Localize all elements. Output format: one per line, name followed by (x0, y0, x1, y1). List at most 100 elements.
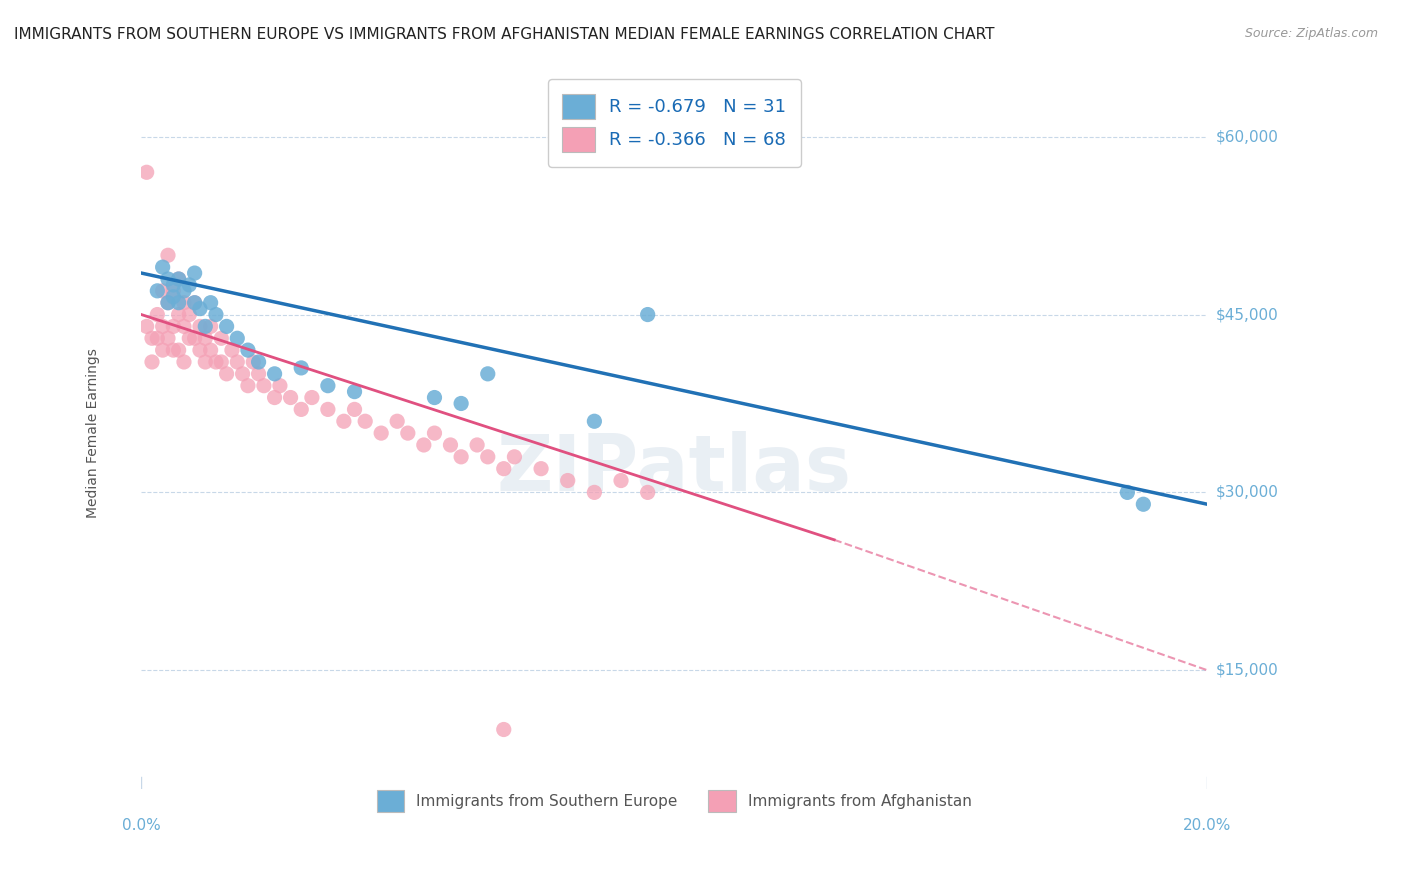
Point (385, 414, 408, 428)
Point (183, 295, 205, 310)
Point (146, 284, 169, 298)
Point (610, 474, 633, 488)
Point (450, 396, 472, 410)
Point (215, 319, 238, 334)
Point (209, 331, 232, 345)
Point (156, 295, 179, 310)
Point (162, 277, 184, 292)
Point (173, 355, 195, 369)
Point (173, 295, 195, 310)
Point (194, 319, 217, 334)
Point (205, 308, 228, 322)
Point (141, 331, 163, 345)
Point (183, 331, 205, 345)
Point (221, 343, 243, 358)
Point (450, 450, 472, 464)
Text: $15,000: $15,000 (1216, 663, 1278, 678)
Point (247, 367, 270, 381)
Text: 20.0%: 20.0% (1182, 819, 1232, 833)
Point (280, 391, 302, 405)
Point (141, 355, 163, 369)
Text: 0.0%: 0.0% (122, 819, 160, 833)
Point (215, 367, 238, 381)
Point (146, 331, 169, 345)
Point (188, 319, 211, 334)
Point (354, 414, 377, 428)
Point (173, 319, 195, 334)
Point (152, 260, 174, 274)
Point (242, 355, 264, 369)
Point (135, 165, 157, 179)
Point (179, 331, 201, 345)
Point (167, 343, 190, 358)
Point (370, 426, 392, 441)
Legend: Immigrants from Southern Europe, Immigrants from Afghanistan: Immigrants from Southern Europe, Immigra… (364, 778, 984, 824)
Point (557, 474, 579, 488)
Point (423, 391, 446, 405)
Text: $45,000: $45,000 (1216, 307, 1278, 322)
Point (236, 343, 259, 358)
Point (269, 378, 291, 392)
Point (200, 319, 222, 334)
Point (1116, 485, 1139, 500)
Point (301, 391, 323, 405)
Point (290, 360, 312, 375)
Point (396, 426, 419, 441)
Point (156, 248, 179, 262)
Point (253, 378, 276, 392)
Point (333, 414, 356, 428)
Point (179, 308, 201, 322)
Point (477, 367, 499, 381)
Point (477, 450, 499, 464)
Point (492, 461, 515, 475)
Point (439, 438, 461, 452)
Point (236, 378, 259, 392)
Point (530, 461, 553, 475)
Point (263, 367, 285, 381)
Point (167, 272, 190, 286)
Text: $60,000: $60,000 (1216, 129, 1278, 145)
Point (226, 331, 249, 345)
Text: Source: ZipAtlas.com: Source: ZipAtlas.com (1244, 27, 1378, 40)
Text: Median Female Earnings: Median Female Earnings (86, 348, 100, 518)
Point (232, 367, 254, 381)
Point (343, 402, 366, 417)
Point (247, 355, 270, 369)
Text: $30,000: $30,000 (1216, 485, 1278, 500)
Point (162, 343, 184, 358)
Point (183, 295, 205, 310)
Point (200, 295, 222, 310)
Point (183, 266, 205, 280)
Point (583, 414, 606, 428)
Point (152, 319, 174, 334)
Point (316, 402, 339, 417)
Point (188, 301, 211, 316)
Point (503, 450, 526, 464)
Point (179, 277, 201, 292)
Point (226, 355, 249, 369)
Point (290, 402, 312, 417)
Point (1132, 497, 1154, 511)
Point (162, 290, 184, 304)
Point (152, 343, 174, 358)
Point (162, 284, 184, 298)
Text: ZIPatlas: ZIPatlas (496, 431, 852, 507)
Point (316, 378, 339, 392)
Point (637, 308, 659, 322)
Point (205, 355, 228, 369)
Point (194, 355, 217, 369)
Text: IMMIGRANTS FROM SOUTHERN EUROPE VS IMMIGRANTS FROM AFGHANISTAN MEDIAN FEMALE EAR: IMMIGRANTS FROM SOUTHERN EUROPE VS IMMIG… (14, 27, 994, 42)
Point (194, 331, 217, 345)
Point (343, 384, 366, 399)
Point (156, 272, 179, 286)
Point (412, 438, 434, 452)
Point (465, 438, 488, 452)
Point (492, 723, 515, 737)
Point (146, 308, 169, 322)
Point (637, 485, 659, 500)
Point (263, 391, 285, 405)
Point (156, 331, 179, 345)
Point (173, 284, 195, 298)
Point (200, 343, 222, 358)
Point (167, 272, 190, 286)
